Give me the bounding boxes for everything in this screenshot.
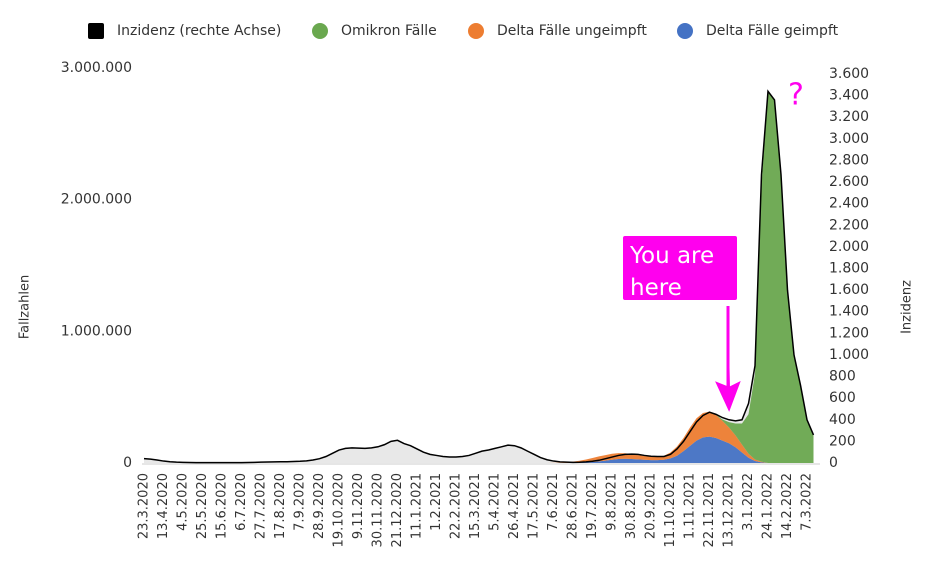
y2-tick-label: 3.600 [829, 66, 869, 82]
x-tick-label: 21.12.2020 [390, 473, 405, 547]
x-tick-label: 27.7.2020 [254, 473, 269, 539]
x-tick-label: 17.8.2020 [273, 473, 288, 539]
x-tick-label: 5.4.2021 [488, 473, 503, 531]
plot-area [143, 89, 815, 464]
y2-tick-label: 400 [829, 412, 856, 428]
y2-tick-label: 2.600 [829, 174, 869, 190]
x-tick-label: 20.9.2021 [644, 473, 659, 539]
y2-tick-label: 2.200 [829, 217, 869, 233]
x-tick-label: 24.1.2022 [761, 473, 776, 539]
legend-label: Inzidenz (rechte Achse) [117, 23, 281, 39]
legend-item[interactable]: Inzidenz (rechte Achse) [88, 23, 281, 39]
annotation-question: ? [788, 78, 804, 113]
y2-tick-label: 3.000 [829, 131, 869, 147]
x-tick-label: 17.5.2021 [527, 473, 542, 539]
y2-tick-label: 200 [829, 433, 856, 449]
y-tick-label: 3.000.000 [61, 60, 132, 76]
x-tick-label: 7.9.2020 [293, 473, 308, 531]
legend-label: Omikron Fälle [341, 23, 437, 39]
y2-tick-label: 1.000 [829, 347, 869, 363]
y2-tick-label: 1.800 [829, 261, 869, 277]
y2-tick-label: 800 [829, 369, 856, 385]
x-tick-label: 13.4.2020 [156, 473, 171, 539]
legend-item[interactable]: Omikron Fälle [312, 23, 437, 39]
x-tick-label: 15.6.2020 [215, 473, 230, 539]
x-tick-label: 26.4.2021 [507, 473, 522, 539]
x-tick-label: 22.2.2021 [449, 473, 464, 539]
x-tick-label: 14.2.2022 [780, 473, 795, 539]
x-tick-label: 6.7.2020 [234, 473, 249, 531]
y2-tick-label: 2.800 [829, 152, 869, 168]
annotation-arrow [715, 306, 741, 412]
y-tick-label: 2.000.000 [61, 192, 132, 208]
y2-tick-label: 0 [829, 455, 838, 471]
stack-area [144, 436, 814, 463]
y2-tick-label: 3.200 [829, 109, 869, 125]
x-tick-label: 23.3.2020 [137, 473, 152, 539]
legend-label: Delta Fälle ungeimpft [497, 23, 647, 39]
y2-tick-label: 600 [829, 390, 856, 406]
x-tick-label: 13.12.2021 [722, 473, 737, 547]
y-tick-label: 1.000.000 [61, 323, 132, 339]
legend-swatch [468, 23, 484, 39]
legend-swatch [677, 23, 693, 39]
x-tick-label: 4.5.2020 [176, 473, 191, 531]
x-tick-label: 3.1.2022 [741, 473, 756, 531]
x-tick-label: 1.2.2021 [429, 473, 444, 531]
y2-tick-label: 1.600 [829, 282, 869, 298]
y2-tick-label: 1.200 [829, 325, 869, 341]
legend-swatch [88, 23, 104, 39]
x-tick-label: 1.11.2021 [683, 473, 698, 539]
y2-tick-label: 1.400 [829, 304, 869, 320]
x-tick-label: 25.5.2020 [195, 473, 210, 539]
legend-item[interactable]: Delta Fälle ungeimpft [468, 23, 647, 39]
x-tick-label: 22.11.2021 [702, 473, 717, 547]
x-tick-label: 9.8.2021 [605, 473, 620, 531]
x-tick-label: 7.3.2022 [800, 473, 815, 531]
x-tick-label: 9.11.2020 [351, 473, 366, 539]
stack-area [144, 91, 814, 463]
x-tick-label: 28.9.2020 [312, 473, 327, 539]
x-tick-label: 30.11.2020 [371, 473, 386, 547]
y2-tick-label: 2.000 [829, 239, 869, 255]
y2-tick-label: 2.400 [829, 196, 869, 212]
x-tick-label: 19.7.2021 [585, 473, 600, 539]
incidence-line [143, 89, 815, 464]
y-tick-label: 0 [123, 455, 132, 471]
y2-tick-label: 3.400 [829, 88, 869, 104]
x-tick-label: 30.8.2021 [624, 473, 639, 539]
x-tick-label: 11.1.2021 [410, 473, 425, 539]
y2-axis-title: Inzidenz [900, 280, 915, 334]
y-axis-title: Fallzahlen [18, 275, 33, 339]
x-tick-label: 28.6.2021 [566, 473, 581, 539]
legend-swatch [312, 23, 328, 39]
legend-item[interactable]: Delta Fälle geimpft [677, 23, 839, 39]
annotation-box: You are here [623, 236, 737, 301]
x-tick-label: 11.10.2021 [663, 473, 678, 547]
legend-label: Delta Fälle geimpft [706, 23, 839, 39]
x-tick-label: 7.6.2021 [546, 473, 561, 531]
x-tick-label: 19.10.2020 [332, 473, 347, 547]
x-tick-label: 15.3.2021 [468, 473, 483, 539]
